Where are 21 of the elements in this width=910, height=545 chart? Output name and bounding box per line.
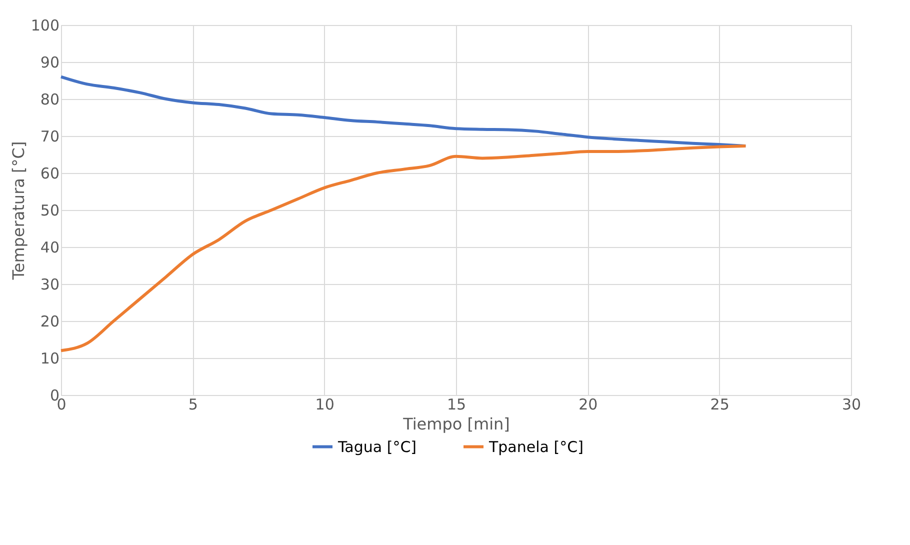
y-tick-label: 10 xyxy=(40,350,60,368)
x-tick-label: 20 xyxy=(578,396,598,414)
y-tick-label: 40 xyxy=(40,238,60,256)
y-tick-label: 30 xyxy=(40,276,60,294)
y-tick-label: 80 xyxy=(40,90,60,108)
x-tick-label: 25 xyxy=(710,396,730,414)
y-axis-title: Temperatura [°C] xyxy=(8,141,28,281)
y-tick-label: 90 xyxy=(40,54,60,72)
x-tick-label: 5 xyxy=(188,396,198,414)
y-tick-label: 70 xyxy=(40,128,60,146)
x-axis-title: Tiempo [min] xyxy=(402,414,510,434)
x-tick-label: 30 xyxy=(842,396,862,414)
legend-label: Tagua [°C] xyxy=(337,438,417,456)
y-tick-label: 50 xyxy=(40,202,60,220)
legend-label: Tpanela [°C] xyxy=(488,438,584,456)
line-series xyxy=(60,144,748,352)
y-tick-label: 100 xyxy=(30,16,60,34)
x-tick-label: 10 xyxy=(315,396,334,414)
y-tick-label: 60 xyxy=(40,164,60,182)
x-tick-label: 15 xyxy=(446,396,466,414)
y-tick-label: 20 xyxy=(40,312,60,330)
